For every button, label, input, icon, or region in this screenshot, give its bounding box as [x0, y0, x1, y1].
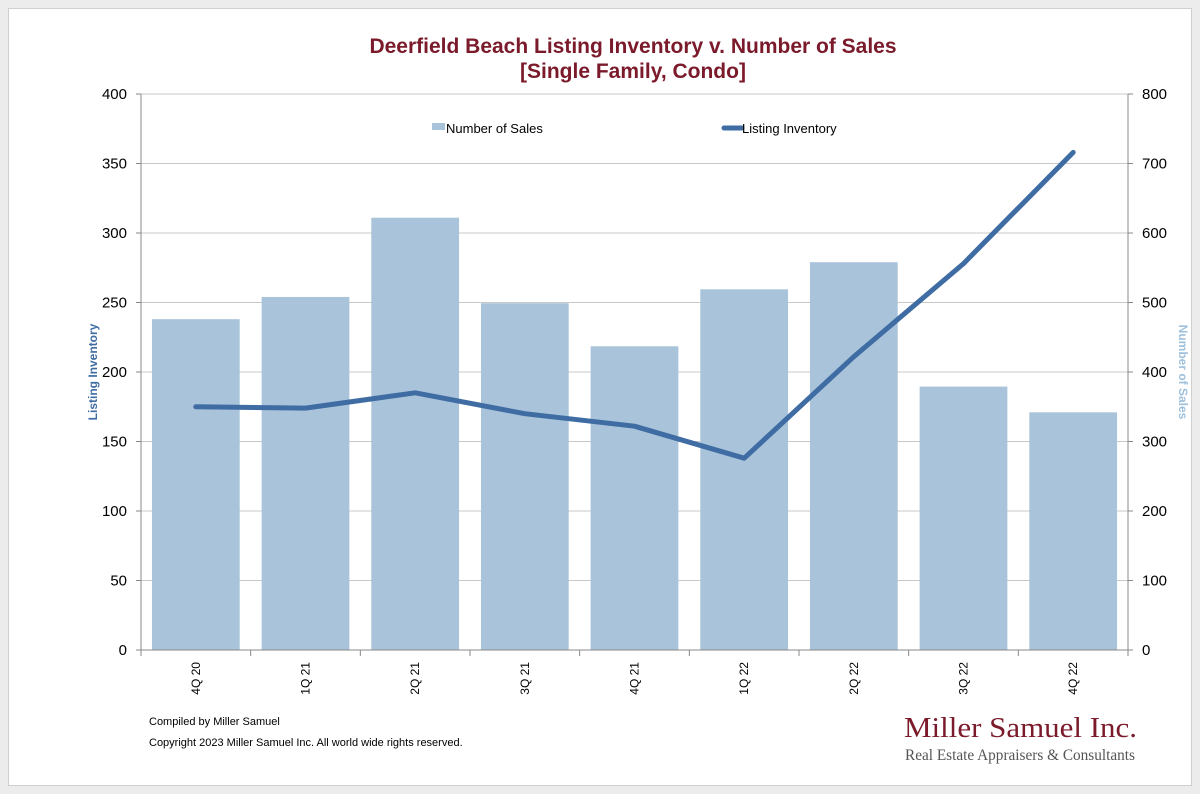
right-tick-label: 200	[1142, 503, 1167, 520]
legend-label-listing-inventory: Listing Inventory	[742, 121, 837, 136]
left-axis-ticks: 0 50 100 150 200 250 300 350 400	[102, 86, 141, 659]
right-axis-ticks: 0 100 200 300 400 500 600 700 800	[1128, 86, 1167, 659]
x-tick-label: 3Q 21	[518, 662, 532, 695]
x-tick-label: 4Q 20	[189, 662, 203, 695]
chart: Deerfield Beach Listing Inventory v. Num…	[86, 35, 1190, 764]
right-tick-label: 0	[1142, 642, 1150, 659]
x-tick-label: 1Q 22	[737, 662, 751, 695]
bar-number-of-sales	[590, 346, 679, 650]
left-tick-label: 350	[102, 156, 127, 173]
left-tick-label: 100	[102, 503, 127, 520]
bar-number-of-sales	[261, 296, 350, 650]
right-tick-label: 700	[1142, 156, 1167, 173]
bar-number-of-sales	[700, 289, 789, 650]
line-listing-inventory	[193, 149, 1076, 461]
company-logo-name: Miller Samuel Inc.	[904, 712, 1137, 744]
line-series	[193, 149, 1076, 461]
legend: Number of Sales Listing Inventory	[432, 121, 837, 136]
chart-title: Deerfield Beach Listing Inventory v. Num…	[369, 35, 896, 58]
right-axis-title: Number of Sales	[1176, 325, 1190, 420]
chart-frame: Deerfield Beach Listing Inventory v. Num…	[8, 8, 1192, 786]
compiled-by-text: Compiled by Miller Samuel	[149, 716, 280, 728]
left-tick-label: 50	[110, 573, 127, 590]
bar-number-of-sales	[371, 217, 460, 650]
chart-subtitle: [Single Family, Condo]	[520, 60, 746, 83]
copyright-text: Copyright 2023 Miller Samuel Inc. All wo…	[149, 737, 463, 749]
left-tick-label: 150	[102, 434, 127, 451]
legend-label-number-of-sales: Number of Sales	[446, 121, 543, 136]
x-tick-label: 2Q 21	[408, 662, 422, 695]
right-tick-label: 800	[1142, 86, 1167, 103]
legend-swatch-number-of-sales	[432, 123, 445, 130]
left-axis-title: Listing Inventory	[86, 323, 100, 420]
x-axis-ticks: 4Q 20 1Q 21 2Q 21 3Q 21 4Q 21 1Q 22 2Q 22 3Q 22…	[140, 650, 1129, 695]
right-tick-label: 600	[1142, 225, 1167, 242]
right-tick-label: 100	[1142, 573, 1167, 590]
left-tick-label: 250	[102, 295, 127, 312]
bar-number-of-sales	[480, 303, 569, 650]
x-tick-label: 2Q 22	[847, 662, 861, 695]
bar-number-of-sales	[919, 386, 1008, 650]
bar-number-of-sales	[1029, 412, 1118, 650]
x-tick-label: 4Q 22	[1066, 662, 1080, 695]
right-tick-label: 500	[1142, 295, 1167, 312]
bar-number-of-sales	[809, 262, 898, 650]
bar-series	[151, 217, 1118, 650]
bar-number-of-sales	[151, 319, 240, 650]
left-tick-label: 200	[102, 364, 127, 381]
left-tick-label: 400	[102, 86, 127, 103]
left-tick-label: 0	[119, 642, 127, 659]
x-tick-label: 1Q 21	[299, 662, 313, 695]
company-tagline: Real Estate Appraisers & Consultants	[905, 747, 1135, 764]
left-tick-label: 300	[102, 225, 127, 242]
right-tick-label: 400	[1142, 364, 1167, 381]
x-tick-label: 4Q 21	[628, 662, 642, 695]
x-tick-label: 3Q 22	[957, 662, 971, 695]
right-tick-label: 300	[1142, 434, 1167, 451]
